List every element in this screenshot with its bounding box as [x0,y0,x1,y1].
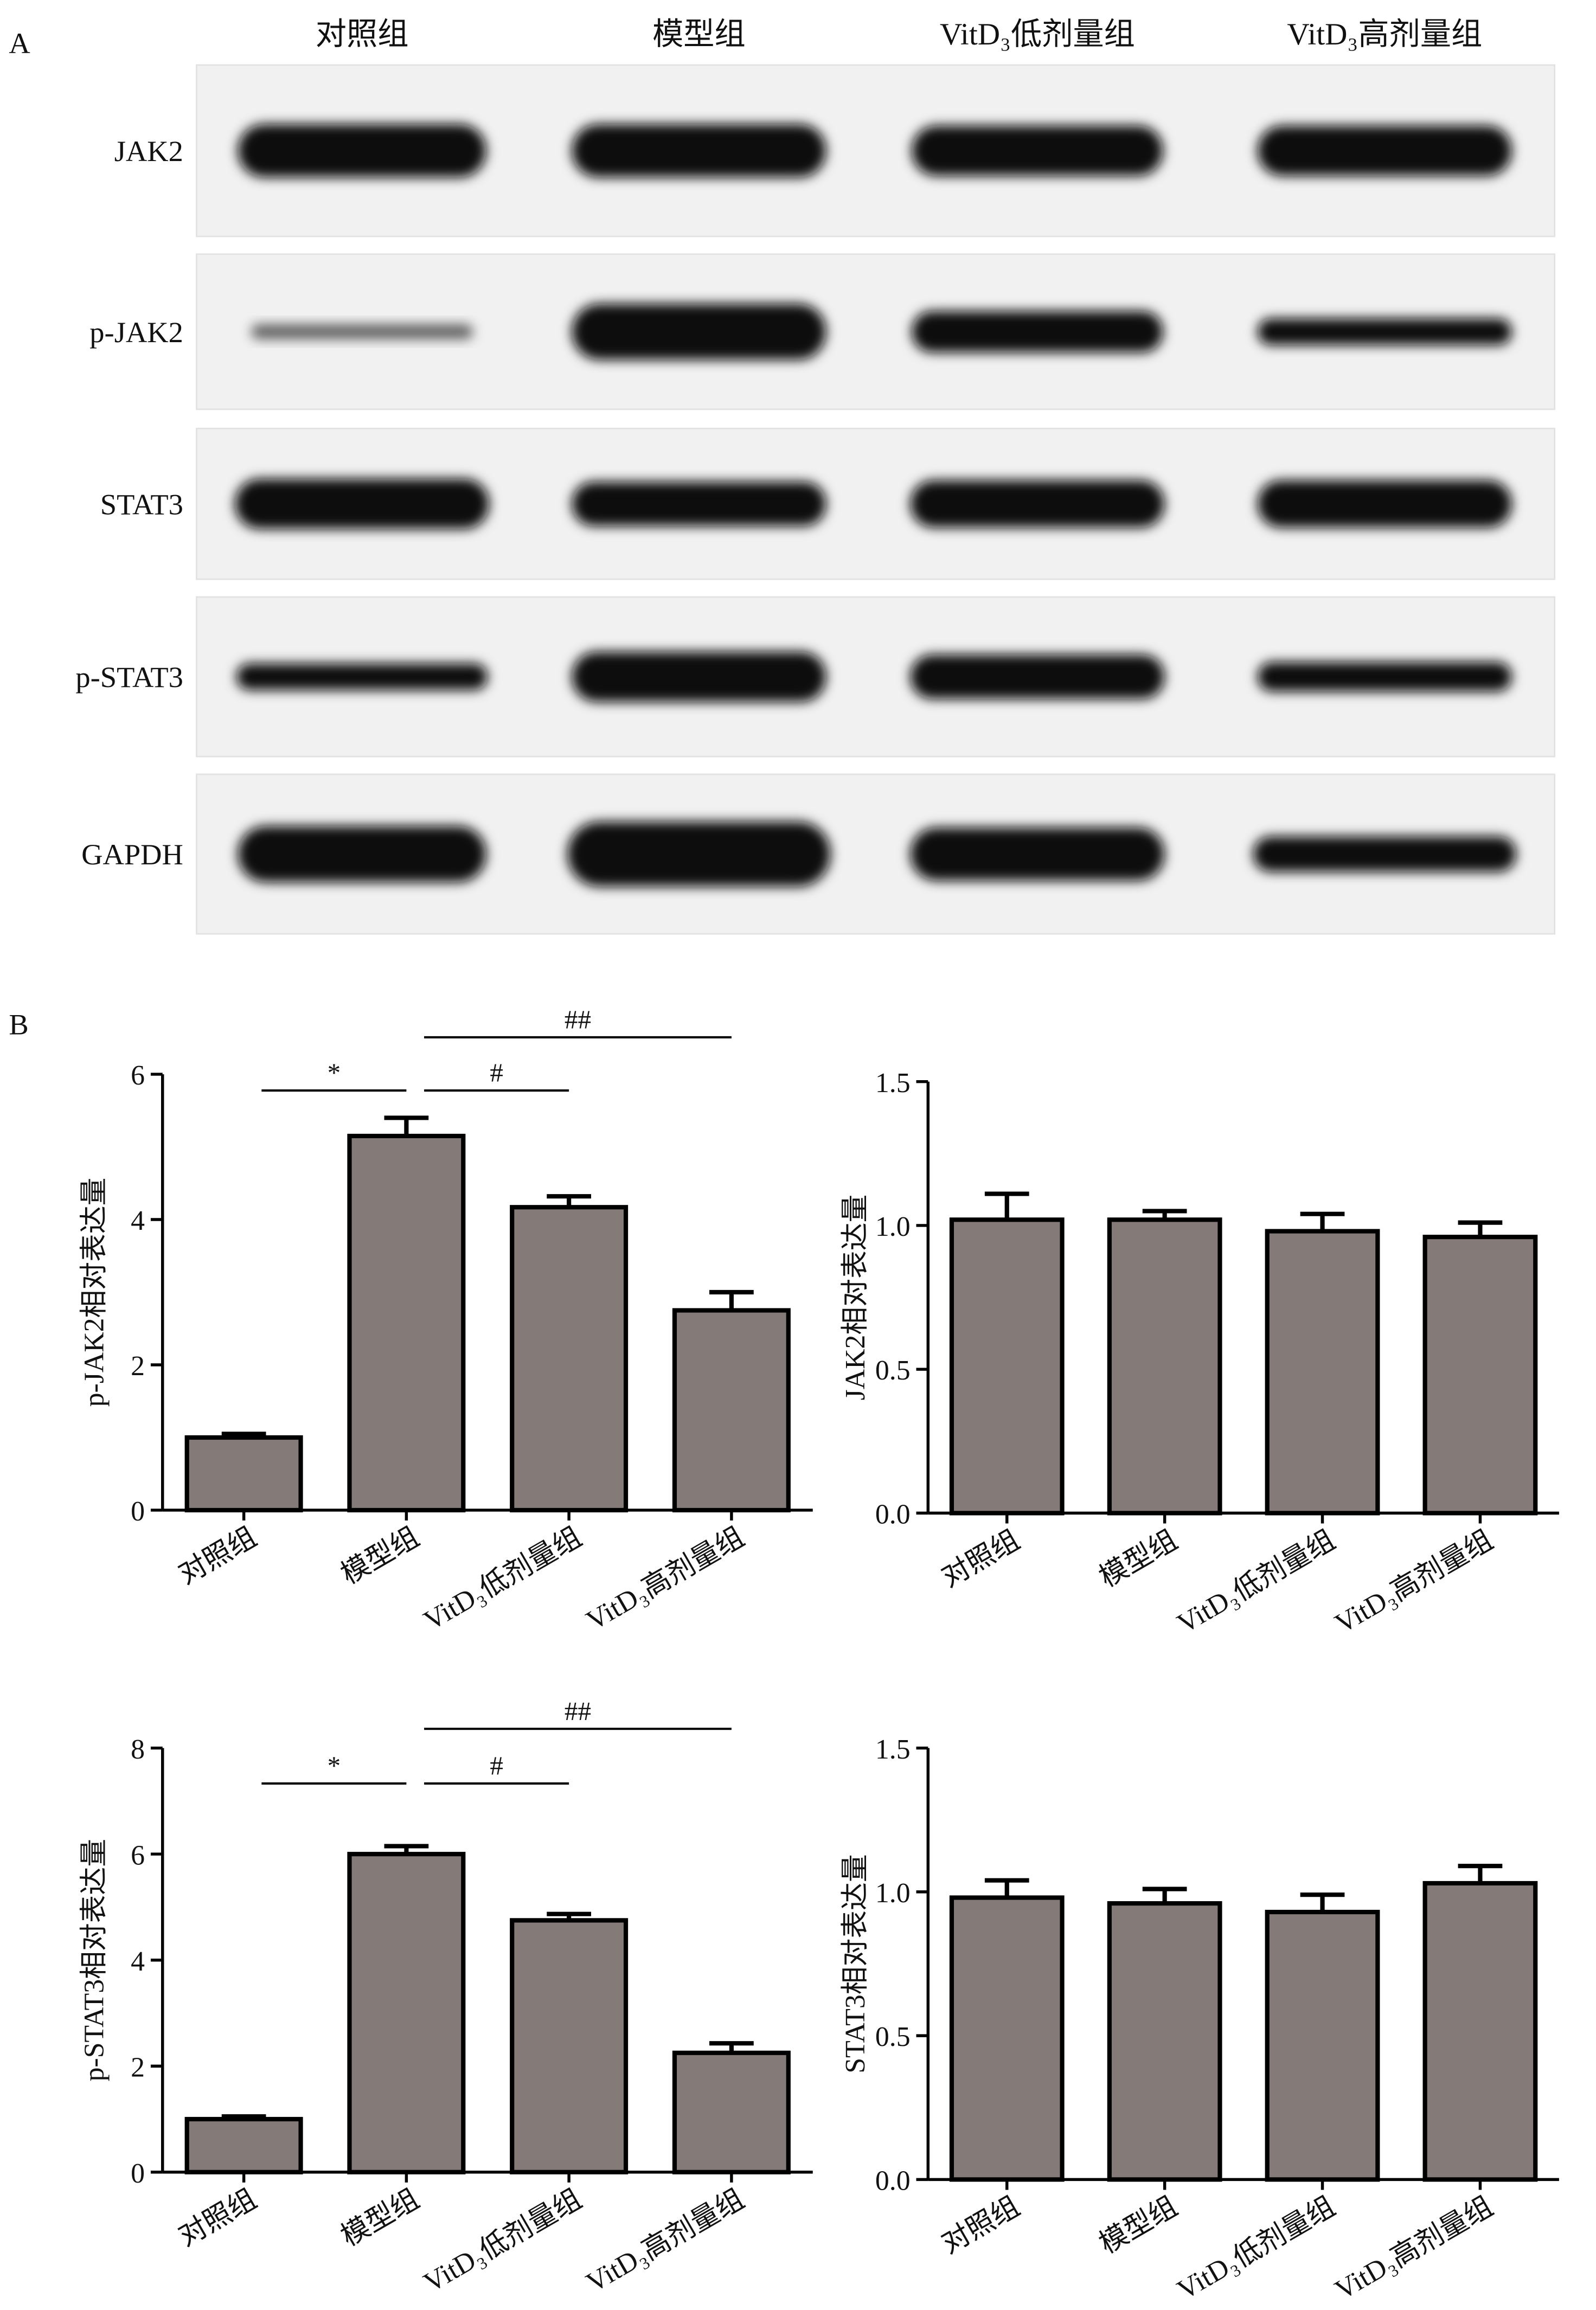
significance-mark: * [328,1751,341,1781]
y-tick-label: 0 [131,1496,145,1527]
lane-label: VitD₃高剂量组 [1287,17,1482,52]
blot-band [567,822,831,887]
blot-band [238,124,486,178]
y-axis-label: JAK2相对表达量 [840,1195,871,1401]
bar [949,1217,1065,1516]
panel-label: A [9,27,30,60]
bar [672,1308,791,1513]
lane-label: 对照组 [316,17,409,52]
bar [184,2116,303,2174]
blot-band [235,478,489,529]
blot-band [910,827,1165,881]
y-tick-label: 4 [131,1946,145,1977]
y-tick-label: 1.0 [875,1211,911,1242]
bar [347,1852,466,2174]
y-tick-label: 1.0 [875,1878,911,1909]
blot-band [1257,125,1512,176]
bar [949,1895,1065,2182]
blot-band [236,663,488,690]
y-tick-label: 6 [131,1840,145,1871]
y-tick-label: 0.0 [875,2165,911,2196]
x-tick-label: VitD₃高剂量组 [1330,1524,1498,1639]
y-tick-label: 2 [131,1351,145,1382]
row-label: JAK2 [114,134,183,168]
x-tick-label: VitD₃低剂量组 [419,1522,587,1637]
x-tick-label: 模型组 [1094,1524,1183,1593]
bar [1422,1235,1538,1516]
bar [1107,1217,1222,1516]
blot-band [910,655,1165,699]
blot-band [912,125,1163,176]
x-tick-label: VitD₃高剂量组 [581,1522,749,1637]
blot-band [912,311,1163,352]
x-tick-label: VitD₃低剂量组 [419,2184,587,2299]
row-label: p-JAK2 [89,316,183,349]
y-tick-label: 2 [131,2052,145,2083]
y-tick-label: 0.0 [875,1499,911,1530]
bar [1107,1901,1222,2182]
x-tick-label: 对照组 [174,1522,262,1590]
lane-label: 模型组 [652,17,746,52]
blot-band [572,124,826,178]
bar [1265,1229,1380,1516]
blot-band [1257,662,1512,692]
bar [510,1918,629,2174]
y-tick-label: 0.5 [875,2022,911,2052]
y-tick-label: 4 [131,1205,145,1236]
blot-band [910,480,1165,528]
significance-mark: ## [565,1696,591,1726]
x-tick-label: VitD₃低剂量组 [1172,1524,1340,1639]
y-axis-label: p-STAT3相对表达量 [79,1839,110,2081]
x-tick-label: 模型组 [336,2184,425,2253]
y-tick-label: 0 [131,2158,145,2189]
y-tick-label: 0.5 [875,1355,911,1386]
bar [184,1435,303,1513]
bar [1265,1909,1380,2182]
x-tick-label: 模型组 [1094,2191,1183,2260]
row-label: GAPDH [81,838,183,871]
blot-band [572,482,826,527]
x-tick-label: 对照组 [937,2191,1025,2260]
blot-band [238,826,486,882]
y-tick-label: 8 [131,1734,145,1765]
x-tick-label: VitD₃高剂量组 [1330,2191,1498,2306]
significance-mark: ## [565,1005,591,1035]
blot-band [251,324,473,339]
row-label: p-STAT3 [75,660,183,694]
significance-mark: # [490,1058,503,1088]
bar [1422,1881,1538,2182]
y-tick-label: 1.5 [875,1734,911,1765]
blot-band [572,303,826,360]
significance-mark: * [328,1058,341,1088]
bar [672,2050,791,2174]
x-tick-label: VitD₃低剂量组 [1172,2191,1340,2306]
x-tick-label: 对照组 [937,1524,1025,1593]
bar [347,1133,466,1513]
y-tick-label: 1.5 [875,1068,911,1099]
row-label: STAT3 [100,487,183,521]
blot-band [1257,480,1512,528]
blot-band [1257,318,1512,345]
bar [510,1205,629,1513]
y-axis-label: STAT3相对表达量 [840,1854,871,2073]
panel-label: B [9,1008,28,1041]
lane-label: VitD₃低剂量组 [940,17,1135,52]
y-axis-label: p-JAK2相对表达量 [79,1178,110,1407]
x-tick-label: 对照组 [174,2184,262,2253]
blot-band [1253,836,1516,872]
blot-band [572,651,826,702]
y-tick-label: 6 [131,1060,145,1091]
x-tick-label: 模型组 [336,1522,425,1590]
x-tick-label: VitD₃高剂量组 [581,2184,749,2299]
significance-mark: # [490,1751,503,1781]
